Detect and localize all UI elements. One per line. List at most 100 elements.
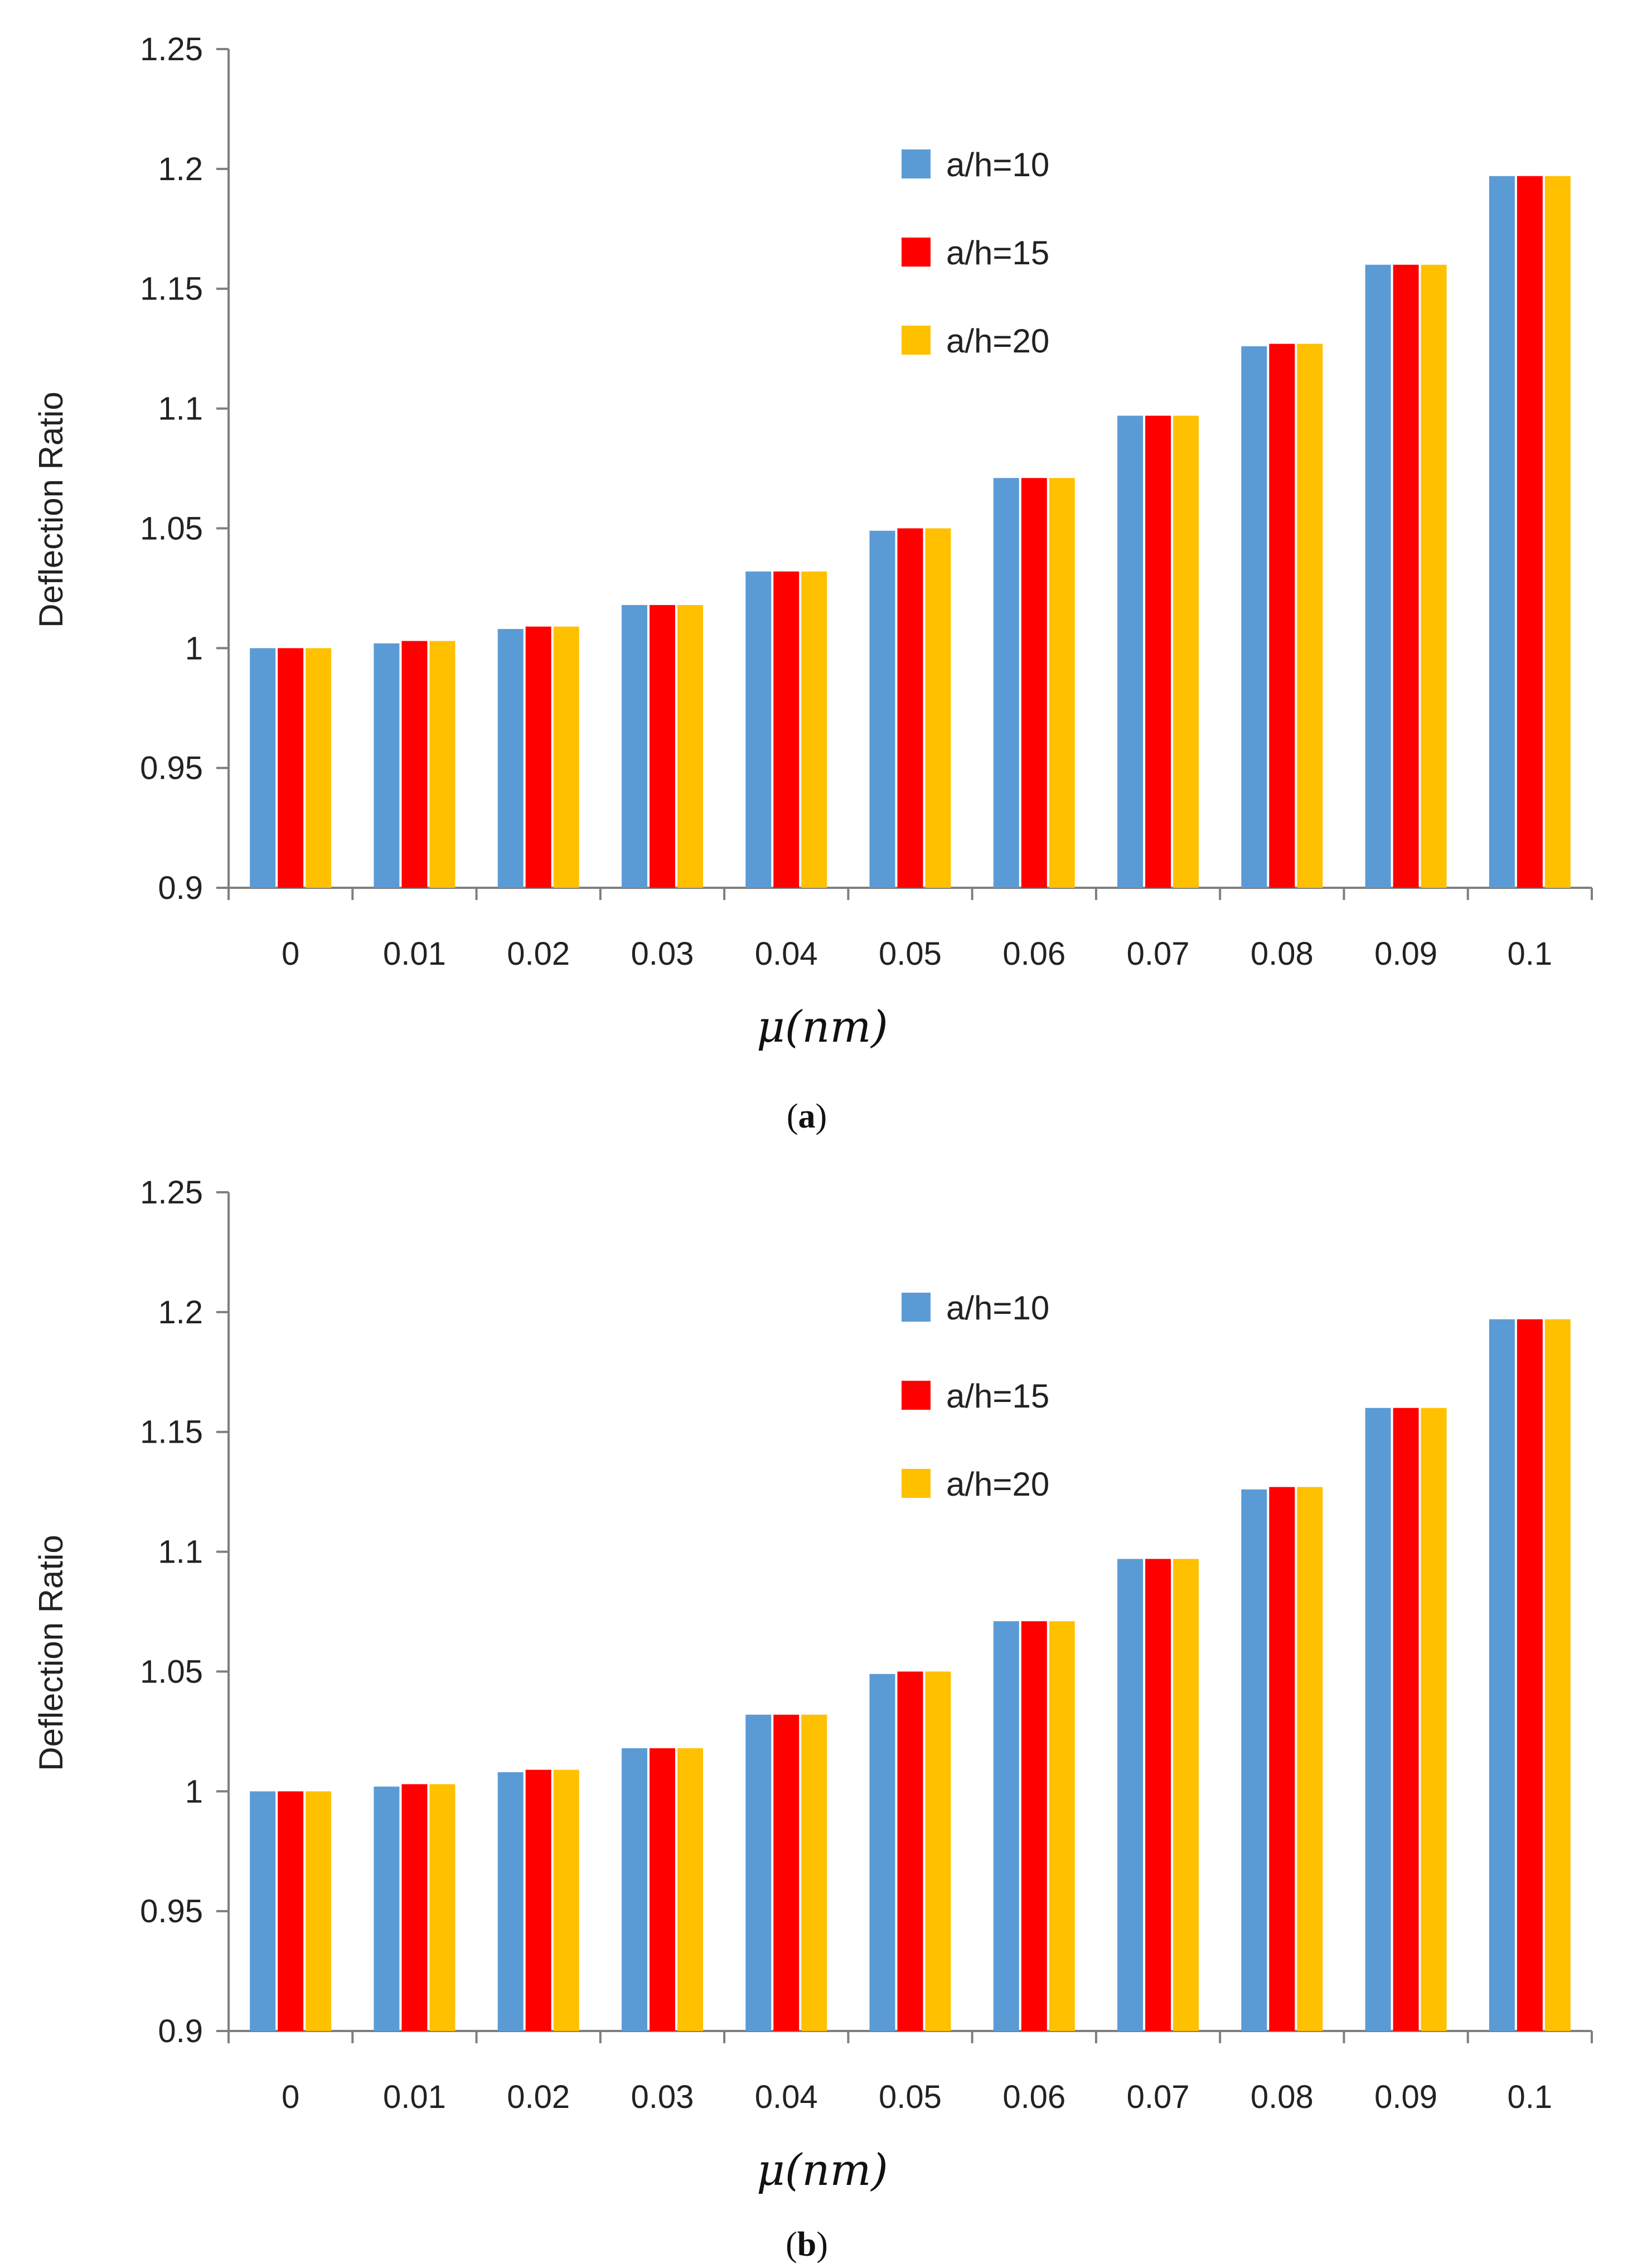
bar-a-h-20-0_08 — [1297, 1487, 1323, 2031]
bar-a-h-15-0_08 — [1269, 1487, 1295, 2031]
y-tick-label: 1.05 — [140, 510, 203, 547]
bar-a-h-20-0_01 — [429, 1784, 456, 2031]
y-tick-label: 0.95 — [140, 1893, 203, 1930]
bar-a-h-10-0_05 — [869, 1674, 895, 2031]
bar-a-h-10-0_06 — [993, 1621, 1019, 2031]
chart-panel-b: Deflection Ratio μ(nm) (b) 0.9 0.95 1 1.05 1… — [32, 1174, 1593, 2264]
bar-a-h-15-0_02 — [525, 626, 551, 888]
legend-label: a/h=20 — [946, 1466, 1049, 1503]
bar-a-h-10-0_02 — [497, 1772, 524, 2031]
bar-a-h-10-0_07 — [1117, 415, 1144, 888]
bar-a-h-20-0_05 — [925, 528, 951, 888]
bar-a-h-10-0_03 — [621, 605, 647, 888]
x-tick-label: 0.1 — [1508, 2079, 1553, 2115]
bar-a-h-10-0_04 — [745, 571, 772, 888]
legend-label: a/h=15 — [946, 234, 1049, 272]
bar-a-h-20-0 — [306, 1791, 332, 2031]
legend-swatch — [902, 149, 931, 178]
bar-a-h-15-0_07 — [1145, 415, 1171, 888]
legend-label: a/h=10 — [946, 1289, 1049, 1327]
y-tick-label: 1.25 — [140, 1174, 203, 1211]
y-tick-label: 1.15 — [140, 1414, 203, 1450]
y-tick-label: 0.95 — [140, 750, 203, 786]
x-axis-title: μ(nm) — [757, 1002, 888, 1052]
y-tick-label: 1.1 — [158, 1534, 203, 1570]
legend-swatch — [902, 1293, 931, 1322]
bar-a-h-15-0_05 — [897, 1671, 923, 2031]
bar-a-h-10-0_1 — [1489, 1319, 1515, 2031]
bar-a-h-10-0_01 — [374, 643, 400, 888]
legend-label: a/h=15 — [946, 1377, 1049, 1415]
bar-a-h-15-0_03 — [649, 605, 675, 888]
bar-a-h-10-0_09 — [1365, 1408, 1391, 2031]
bar-a-h-15-0_07 — [1145, 1559, 1171, 2031]
bar-a-h-20-0_01 — [429, 641, 456, 888]
bar-a-h-15-0_06 — [1021, 1621, 1047, 2031]
x-tick-label: 0.06 — [1002, 2079, 1065, 2115]
x-tick-label: 0.07 — [1127, 936, 1190, 972]
bar-a-h-20-0_1 — [1544, 1319, 1571, 2031]
bar-a-h-10-0_1 — [1489, 176, 1515, 888]
x-tick-label: 0 — [282, 936, 299, 972]
bar-a-h-20-0_03 — [677, 605, 703, 888]
bar-a-h-20-0_04 — [801, 571, 827, 888]
y-tick-label: 0.9 — [158, 2013, 203, 2049]
bar-a-h-10-0_04 — [745, 1714, 772, 2031]
bar-a-h-20-0_07 — [1173, 1559, 1199, 2031]
x-tick-label: 0.05 — [879, 2079, 942, 2115]
y-tick-label: 1.25 — [140, 31, 203, 67]
bar-a-h-10-0_05 — [869, 530, 895, 888]
y-tick-label: 1 — [185, 630, 203, 666]
bar-a-h-20-0_08 — [1297, 344, 1323, 888]
x-tick-label: 0.04 — [755, 936, 818, 972]
bar-a-h-20-0_07 — [1173, 415, 1199, 888]
x-tick-label: 0.1 — [1508, 936, 1553, 972]
bar-a-h-15-0_01 — [401, 641, 428, 888]
y-tick-label: 1.2 — [158, 151, 203, 187]
y-tick-label: 1 — [185, 1773, 203, 1810]
x-tick-label: 0.02 — [507, 2079, 570, 2115]
bar-a-h-20-0_06 — [1049, 478, 1075, 888]
x-tick-label: 0.09 — [1374, 936, 1437, 972]
bar-a-h-15-0_01 — [401, 1784, 428, 2031]
chart-panel-a: Deflection Ratio μ(nm) (a) 0.9 0.95 1 1.05 1… — [32, 31, 1593, 1135]
panel-caption-label: b — [797, 2226, 816, 2264]
bar-a-h-15-0_1 — [1517, 1319, 1543, 2031]
bar-a-h-15-0_03 — [649, 1748, 675, 2031]
bar-a-h-20-0_09 — [1421, 264, 1447, 888]
bar-a-h-20-0_02 — [553, 626, 579, 888]
x-tick-label: 0.06 — [1002, 936, 1065, 972]
bar-a-h-20-0_03 — [677, 1748, 703, 2031]
bar-a-h-15-0_05 — [897, 528, 923, 888]
bar-a-h-20-0 — [306, 648, 332, 888]
bar-a-h-15-0_09 — [1393, 264, 1419, 888]
x-tick-label: 0.03 — [631, 936, 694, 972]
y-tick-label: 1.2 — [158, 1294, 203, 1331]
bar-a-h-15-0_04 — [773, 571, 800, 888]
legend-swatch — [902, 238, 931, 267]
panel-caption-b: (b) — [786, 2226, 828, 2264]
bar-a-h-15-0 — [278, 648, 304, 888]
y-axis-title: Deflection Ratio — [32, 391, 70, 628]
bar-a-h-20-0_05 — [925, 1671, 951, 2031]
y-tick-label: 0.9 — [158, 870, 203, 906]
legend-swatch — [902, 1381, 931, 1410]
bar-a-h-20-0_06 — [1049, 1621, 1075, 2031]
bar-a-h-15-0_08 — [1269, 344, 1295, 888]
x-tick-label: 0.01 — [383, 936, 446, 972]
x-tick-label: 0.09 — [1374, 2079, 1437, 2115]
x-tick-label: 0.01 — [383, 2079, 446, 2115]
bar-a-h-20-0_09 — [1421, 1408, 1447, 2031]
bar-a-h-20-0_04 — [801, 1714, 827, 2031]
bar-a-h-20-0_1 — [1544, 176, 1571, 888]
panel-caption-label: a — [798, 1097, 816, 1135]
x-tick-label: 0.05 — [879, 936, 942, 972]
bar-a-h-15-0_04 — [773, 1714, 800, 2031]
bar-a-h-10-0_06 — [993, 478, 1019, 888]
panel-caption-a: (a) — [787, 1097, 827, 1135]
x-tick-label: 0.07 — [1127, 2079, 1190, 2115]
x-tick-label: 0.02 — [507, 936, 570, 972]
x-tick-label: 0 — [282, 2079, 299, 2115]
bar-a-h-15-0 — [278, 1791, 304, 2031]
